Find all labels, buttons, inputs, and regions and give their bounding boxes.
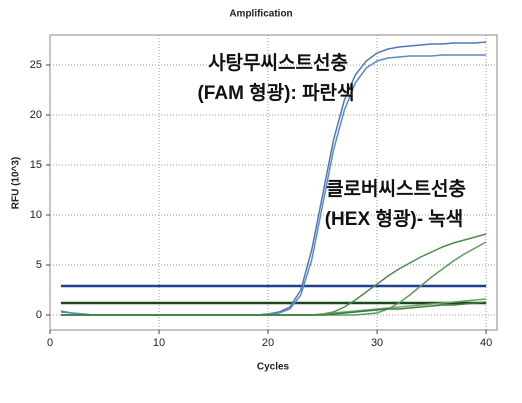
y-tick-label: 5: [36, 259, 42, 271]
y-tick-label: 25: [30, 59, 42, 71]
annotation: (HEX 형광)- 녹색: [325, 208, 464, 230]
annotation: 사탕무씨스트선충: [208, 52, 348, 74]
y-tick-label: 0: [36, 309, 42, 321]
x-tick-label: 30: [371, 337, 383, 349]
y-tick-label: 15: [30, 159, 42, 171]
y-axis-label: RFU (10^3): [11, 157, 22, 210]
x-tick-label: 0: [47, 337, 53, 349]
y-tick-label: 20: [30, 109, 42, 121]
plot-area: [49, 34, 498, 331]
annotation: 클로버씨스트선충: [326, 178, 466, 200]
x-tick-label: 20: [262, 337, 274, 349]
series-line: [60, 301, 487, 316]
annotation: (FAM 형광): 파란색: [197, 82, 354, 104]
x-axis-label: Cycles: [257, 362, 290, 373]
chart-title: Amplification: [229, 9, 292, 20]
x-tick-label: 10: [153, 337, 165, 349]
y-tick-label: 10: [30, 209, 42, 221]
x-tick-label: 40: [480, 337, 492, 349]
